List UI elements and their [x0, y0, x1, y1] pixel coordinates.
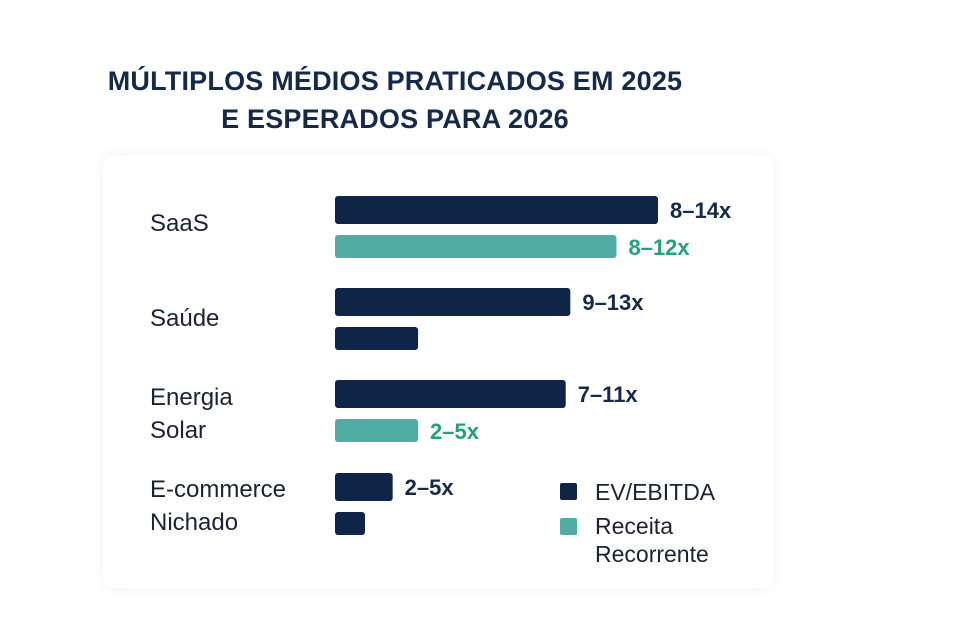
legend-swatch-ev-ebitda: [560, 483, 577, 500]
category-label-line: Nichado: [150, 509, 239, 536]
category-label-saude: Saúde: [150, 302, 219, 335]
category-label-saas: SaaS: [150, 207, 209, 240]
chart-title: MÚLTIPLOS MÉDIOS PRATICADOS EM 2025 E ES…: [0, 62, 790, 138]
bar-7: [335, 512, 365, 535]
category-label-ecommerce-nichado: E-commerce Nichado: [150, 473, 286, 539]
bar-5: [335, 419, 419, 442]
chart-card: [103, 155, 773, 588]
legend-label-line: Recorrente: [595, 541, 709, 567]
bar-0: [335, 196, 658, 224]
bar-value-label-2: 9–13x: [582, 290, 644, 315]
category-label-energia-solar: Energia Solar: [150, 381, 233, 447]
bar-1: [335, 235, 617, 258]
category-label-line: E-commerce: [150, 476, 287, 503]
bar-6: [335, 473, 393, 501]
bar-value-label-4: 7–11x: [578, 382, 639, 407]
bar-3: [335, 327, 419, 350]
legend-label-receita-recorrente: Receita Recorrente: [595, 512, 709, 568]
chart-title-line-2: E ESPERADOS PARA 2026: [221, 104, 569, 134]
legend-swatch-receita-recorrente: [560, 518, 577, 535]
bar-value-label-5: 2–5x: [430, 419, 480, 444]
bar-value-label-6: 2–5x: [405, 475, 455, 500]
bar-value-label-0: 8–14x: [670, 198, 732, 223]
category-label-line: Energia: [150, 384, 233, 411]
category-label-line: SaaS: [150, 210, 209, 237]
chart-title-line-1: MÚLTIPLOS MÉDIOS PRATICADOS EM 2025: [107, 66, 683, 96]
bar-4: [335, 380, 566, 408]
bar-2: [335, 288, 571, 316]
category-label-line: Saúde: [150, 305, 220, 332]
legend-label-line: Receita: [595, 513, 673, 539]
category-label-line: Solar: [150, 417, 207, 444]
legend-label-ev-ebitda: EV/EBITDA: [595, 479, 716, 505]
bar-value-label-1: 8–12x: [628, 235, 690, 260]
